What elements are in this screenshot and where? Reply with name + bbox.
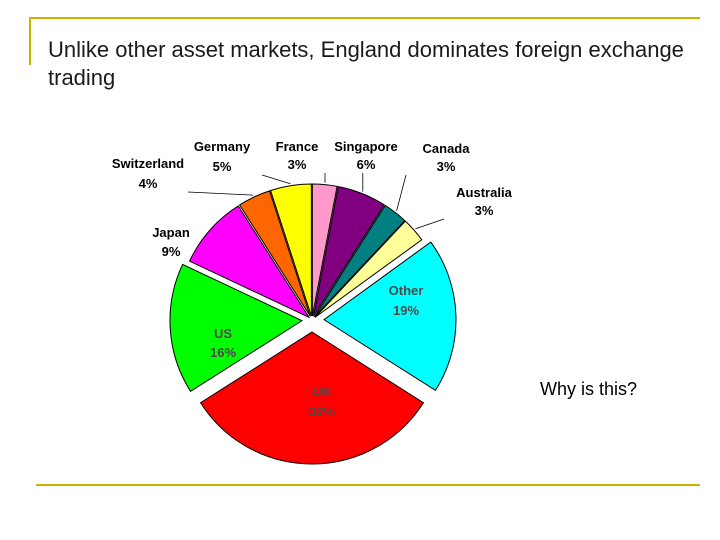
left-rule [29, 17, 31, 65]
leader-line-canada [396, 174, 407, 212]
slice-value-us: 16% [210, 345, 236, 360]
pie-slice-germany [269, 183, 312, 317]
top-rule [29, 17, 700, 19]
slice-label-canada: Canada [423, 141, 471, 156]
slice-label-france: France [276, 139, 319, 154]
slice-label-australia: Australia [456, 185, 512, 200]
bottom-rule [36, 484, 700, 486]
pie-slice-japan [188, 205, 311, 319]
pie-slice-uk [199, 331, 425, 465]
slice-label-singapore: Singapore [334, 139, 398, 154]
slice-value-australia: 3% [475, 203, 494, 218]
pie-slice-switzerland [238, 190, 311, 317]
slice-value-france: 3% [288, 157, 307, 172]
side-note: Why is this? [540, 379, 638, 399]
leader-line-switzerland [187, 191, 254, 196]
slice-value-singapore: 6% [357, 157, 376, 172]
pie-slice-france [311, 183, 338, 317]
slice-value-other: 19% [393, 303, 419, 318]
slice-value-canada: 3% [437, 159, 456, 174]
slice-label-japan: Japan [152, 225, 190, 240]
pie-slice-singapore [312, 186, 385, 317]
pie-slice-us [169, 263, 304, 393]
slice-label-germany: Germany [194, 139, 251, 154]
pie-slice-australia [314, 220, 423, 318]
slide-title: Unlike other asset markets, England domi… [48, 37, 684, 90]
slice-value-switzerland: 4% [139, 176, 158, 191]
pie-slice-other [323, 241, 457, 392]
slice-value-uk: 32% [309, 404, 335, 419]
slice-value-japan: 9% [162, 244, 181, 259]
slice-label-other: Other [389, 283, 424, 298]
pie-slice-canada [314, 204, 406, 318]
slice-value-germany: 5% [213, 159, 232, 174]
leader-line-australia [415, 218, 445, 230]
leader-line-germany [261, 174, 291, 185]
slice-label-switzerland: Switzerland [112, 156, 184, 171]
slice-label-uk: UK [313, 384, 332, 399]
slice-label-us: US [214, 326, 232, 341]
